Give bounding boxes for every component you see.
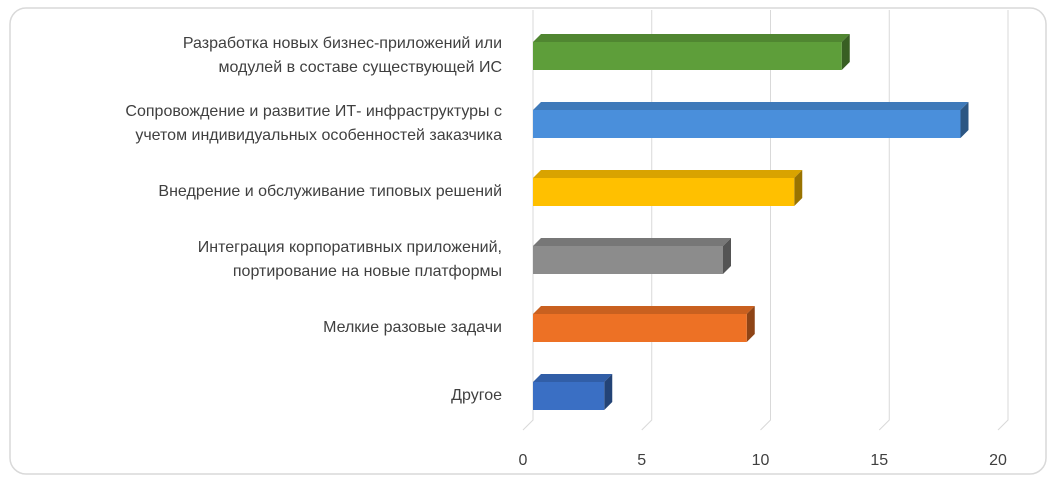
- bar-face: [960, 102, 969, 138]
- bar-face: [604, 374, 613, 410]
- y-tick-label: модулей в составе существующей ИС: [218, 59, 502, 76]
- y-tick-label: портирование на новые платформы: [233, 263, 502, 280]
- y-tick-label: Мелкие разовые задачи: [323, 319, 502, 336]
- x-tick-label: 0: [519, 452, 528, 469]
- bar-face: [533, 238, 731, 246]
- x-tick-label: 5: [637, 452, 646, 469]
- bar-face: [533, 42, 842, 70]
- y-tick-label: Другое: [451, 387, 502, 404]
- grid-line: [997, 10, 1009, 431]
- y-tick-label: Разработка новых бизнес-приложений или: [183, 35, 502, 52]
- bar-face: [533, 34, 850, 42]
- grid-line: [878, 10, 890, 431]
- x-tick-label: 15: [870, 452, 888, 469]
- bar: [533, 170, 803, 206]
- bar-face: [841, 34, 850, 70]
- chart-frame: [9, 7, 1047, 475]
- y-tick-label: учетом индивидуальных особенностей заказ…: [135, 127, 502, 144]
- bar-face: [533, 306, 755, 314]
- bar-face: [533, 110, 961, 138]
- bar: [533, 374, 613, 410]
- grid-line: [760, 10, 771, 431]
- bar-face: [533, 382, 605, 410]
- bar-face: [533, 178, 795, 206]
- y-tick-label: Внедрение и обслуживание типовых решений: [158, 183, 502, 200]
- bar: [533, 306, 755, 342]
- bar-face: [533, 314, 747, 342]
- bar: [533, 34, 850, 70]
- x-tick-label: 20: [989, 452, 1007, 469]
- bar-face: [533, 374, 613, 382]
- bar: [533, 238, 731, 274]
- bar: [533, 102, 969, 138]
- bar-face: [533, 170, 803, 178]
- x-tick-label: 10: [752, 452, 770, 469]
- y-tick-label: Интеграция корпоративных приложений,: [198, 239, 502, 256]
- bar-face: [746, 306, 755, 342]
- y-tick-label: Сопровождение и развитие ИТ- инфраструкт…: [125, 103, 502, 120]
- bar-face: [794, 170, 803, 206]
- grid-line: [641, 10, 653, 431]
- grid-line: [522, 10, 534, 431]
- bar-face: [723, 238, 731, 274]
- bar-face: [533, 102, 969, 110]
- bar-face: [533, 246, 723, 274]
